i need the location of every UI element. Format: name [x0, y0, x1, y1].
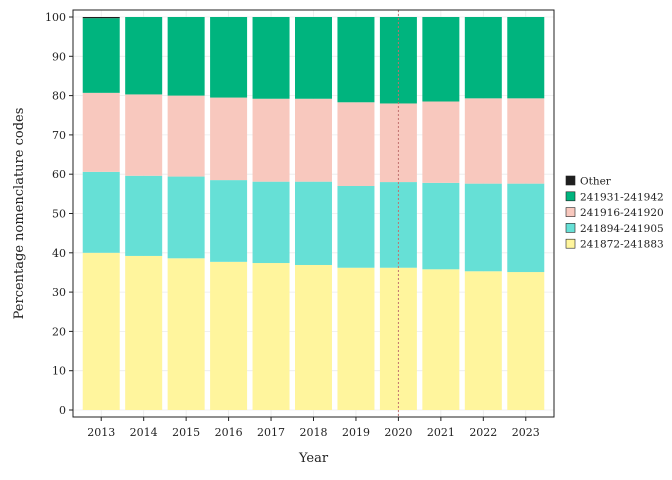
y-tick-label: 100 [45, 11, 66, 24]
bar-segment-2015-241894-241905 [167, 176, 205, 259]
legend-swatch-241916-241920 [565, 207, 576, 217]
legend-swatch-241894-241905 [565, 223, 576, 233]
bar-segment-2021-241872-241883 [422, 269, 460, 410]
x-tick-label: 2015 [172, 426, 200, 439]
x-tick-label: 2022 [469, 426, 497, 439]
legend-swatch-other [565, 175, 576, 186]
x-tick-label: 2021 [427, 426, 455, 439]
x-axis-label: Year [298, 451, 329, 466]
legend-swatch-241931-241942 [565, 191, 576, 202]
x-tick-label: 2017 [257, 426, 285, 439]
y-tick-label: 40 [52, 247, 66, 260]
x-axis: 2013 2014 2015 2016 2017 2018 2019 2020 2021 2022… [87, 417, 540, 439]
legend-label: 241931-241942 [580, 191, 664, 203]
bar-segment-2022-241931-241942 [464, 17, 502, 99]
bar-segment-2013-241894-241905 [82, 171, 120, 253]
y-axis: 0 10 20 30 40 50 60 70 80 90 100 [45, 11, 73, 417]
y-tick-label: 90 [52, 50, 66, 63]
x-tick-label: 2013 [87, 426, 115, 439]
x-tick-label: 2020 [384, 426, 412, 439]
bar-segment-2013-241872-241883 [82, 252, 120, 410]
y-tick-label: 0 [59, 404, 66, 417]
bar-segment-2022-241872-241883 [464, 271, 502, 410]
bar-segment-2016-241872-241883 [210, 261, 248, 410]
x-tick-label: 2023 [512, 426, 540, 439]
bar-segment-2014-241894-241905 [125, 175, 163, 256]
legend-label: 241916-241920 [580, 207, 664, 219]
bar-segment-2014-241916-241920 [125, 94, 163, 176]
bar-segment-2018-241872-241883 [295, 264, 332, 410]
bar-segment-2017-241931-241942 [252, 17, 290, 99]
bar-segment-2014-241872-241883 [125, 255, 163, 410]
x-tick-label: 2019 [342, 426, 370, 439]
bar-segment-2018-241916-241920 [295, 98, 332, 182]
legend-label: 241872-241883 [580, 239, 664, 251]
bar-segment-2023-241916-241920 [507, 98, 545, 184]
x-tick-label: 2014 [130, 426, 158, 439]
bar-segment-2017-241894-241905 [252, 181, 290, 264]
legend-swatch-241872-241883 [565, 238, 576, 249]
y-tick-label: 20 [52, 325, 66, 338]
bar-segment-2021-241931-241942 [422, 17, 460, 102]
bar-segment-2016-241931-241942 [210, 17, 248, 98]
bar-segment-2018-241894-241905 [295, 181, 332, 265]
bar-segment-2018-241931-241942 [295, 17, 332, 99]
legend-label: 241894-241905 [580, 223, 664, 235]
bar-segment-2013-241916-241920 [82, 92, 120, 172]
bar-segment-2023-241872-241883 [507, 272, 545, 410]
y-tick-label: 80 [52, 90, 66, 103]
bar-segment-2017-241916-241920 [252, 98, 290, 182]
bar-segment-2020-241894-241905 [379, 182, 417, 268]
y-tick-label: 70 [52, 129, 66, 142]
bar-segment-2021-241894-241905 [422, 182, 460, 270]
bar-segment-2014-241931-241942 [125, 17, 163, 95]
legend: Other 241931-241942 241916-241920 241894-24… [565, 175, 664, 251]
y-tick-label: 30 [52, 286, 66, 299]
bars [82, 17, 545, 410]
bar-segment-2023-241894-241905 [507, 183, 545, 273]
bar-segment-2019-241894-241905 [337, 185, 375, 268]
bar-segment-2013-241931-241942 [82, 18, 120, 93]
bar-segment-2015-241931-241942 [167, 17, 205, 96]
bar-segment-2019-241872-241883 [337, 267, 375, 410]
bar-segment-2019-241916-241920 [337, 102, 375, 186]
bar-segment-2013-other [82, 17, 120, 19]
bar-segment-2015-241916-241920 [167, 95, 205, 177]
y-tick-label: 10 [52, 365, 66, 378]
bar-segment-2022-241916-241920 [464, 98, 502, 184]
bar-segment-2023-241931-241942 [507, 17, 545, 99]
x-tick-label: 2016 [215, 426, 243, 439]
bar-segment-2017-241872-241883 [252, 263, 290, 410]
legend-label: Other [580, 176, 612, 188]
y-axis-label: Percentage nomenclature codes [12, 108, 27, 320]
bar-segment-2016-241894-241905 [210, 180, 248, 262]
y-tick-label: 50 [52, 208, 66, 221]
bar-segment-2022-241894-241905 [464, 183, 502, 272]
x-tick-label: 2018 [300, 426, 328, 439]
y-tick-label: 60 [52, 168, 66, 181]
bar-segment-2019-241931-241942 [337, 17, 375, 103]
bar-segment-2016-241916-241920 [210, 97, 248, 181]
bar-segment-2015-241872-241883 [167, 258, 205, 410]
bar-segment-2021-241916-241920 [422, 101, 460, 183]
